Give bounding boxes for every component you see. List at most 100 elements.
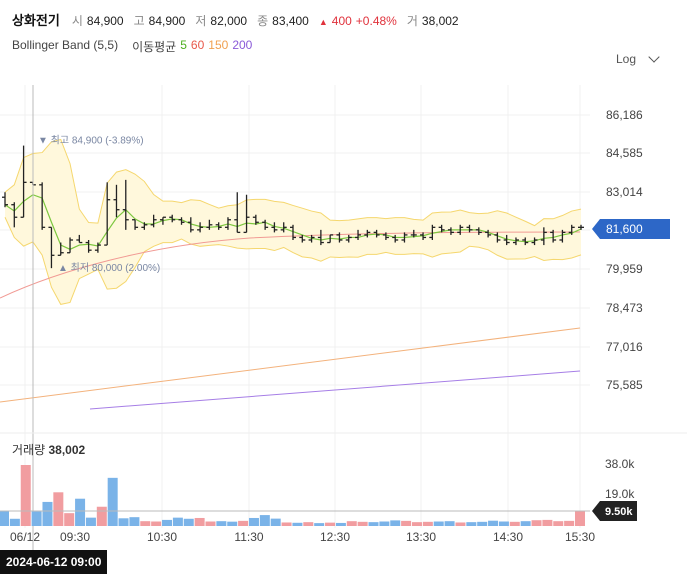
volume-bar xyxy=(422,521,433,526)
volume-bar xyxy=(564,520,575,526)
volume-bar xyxy=(172,517,183,526)
price-axis-tick: 83,014 xyxy=(606,185,643,199)
candle xyxy=(559,229,566,243)
candle xyxy=(485,229,492,238)
volume-current-badge xyxy=(592,501,637,521)
candle xyxy=(2,192,8,208)
volume-bar xyxy=(314,523,325,526)
candle xyxy=(150,214,157,228)
candle xyxy=(113,184,120,218)
open-value: 84,900 xyxy=(86,14,124,28)
volume-bar xyxy=(553,521,564,526)
volume-bar xyxy=(238,520,249,526)
candle xyxy=(299,234,306,243)
volume-bar xyxy=(509,521,520,526)
volume-title-label: 거래량 xyxy=(12,443,46,457)
volume-bar xyxy=(498,521,509,526)
current-price-badge xyxy=(592,219,670,239)
candle xyxy=(494,232,501,243)
candle xyxy=(206,219,213,230)
candle xyxy=(76,234,83,244)
ma-label[interactable]: 이동평균 xyxy=(132,40,177,54)
volume-bar xyxy=(107,477,118,526)
change-pct: +0.48% xyxy=(355,14,397,28)
volume-bar xyxy=(0,510,9,526)
volume-bar xyxy=(183,518,194,526)
volume-bar xyxy=(335,522,346,526)
volume-bar xyxy=(444,521,455,526)
volume-bar xyxy=(455,522,466,526)
volume-bar xyxy=(575,510,585,526)
candle xyxy=(132,219,139,230)
ma5-label: 5 xyxy=(180,38,187,52)
candle xyxy=(85,239,92,253)
candle xyxy=(550,229,557,243)
change-arrow-icon: ▲ xyxy=(318,17,328,27)
candle xyxy=(578,224,584,230)
candle xyxy=(345,234,352,243)
candle xyxy=(67,237,74,254)
candle xyxy=(466,224,473,233)
candle xyxy=(373,229,380,238)
candle xyxy=(512,237,519,246)
indicator-legend: Bollinger Band (5,5) 이동평균 5 60 150 200 xyxy=(12,38,252,55)
price-axis-tick: 77,016 xyxy=(606,340,643,354)
candle xyxy=(364,229,371,238)
candle xyxy=(243,194,250,234)
candle xyxy=(215,222,222,230)
scale-dropdown[interactable]: Log xyxy=(616,51,660,66)
volume-bar xyxy=(292,522,303,526)
candle xyxy=(11,202,18,228)
candle xyxy=(540,227,547,246)
candle xyxy=(20,145,27,218)
candle xyxy=(355,229,362,240)
candle xyxy=(94,242,101,253)
candle xyxy=(197,222,204,233)
candle xyxy=(317,229,324,246)
candle xyxy=(159,216,166,225)
volume-value: 38,002 xyxy=(421,14,459,28)
high-label: 고 xyxy=(133,14,145,28)
candle xyxy=(280,222,287,233)
volume-bar xyxy=(118,518,129,526)
volume-bar xyxy=(466,522,477,526)
volume-bar xyxy=(53,492,64,526)
volume-bar xyxy=(259,515,270,526)
volume-bar xyxy=(346,521,357,526)
candle xyxy=(187,217,194,233)
quote-header: 상화전기 시 84,900 고 84,900 저 82,000 종 83,400… xyxy=(12,10,465,29)
volume-bar xyxy=(85,517,96,526)
x-axis-tick: 14:30 xyxy=(493,530,523,544)
candle xyxy=(531,237,538,246)
volume-bar xyxy=(531,520,542,526)
volume-title: 거래량 38,002 xyxy=(12,441,85,458)
candle xyxy=(327,234,334,244)
ma150-line xyxy=(0,327,581,403)
volume-bar xyxy=(75,498,86,526)
scale-label: Log xyxy=(616,52,637,66)
candle xyxy=(420,232,427,240)
volume-bar xyxy=(488,520,499,526)
candle xyxy=(382,232,389,240)
volume-bar xyxy=(194,517,205,526)
x-axis-tick: 12:30 xyxy=(320,530,350,544)
candle xyxy=(262,219,269,230)
candle xyxy=(522,237,529,246)
ma200-line xyxy=(89,370,581,410)
bollinger-label[interactable]: Bollinger Band (5,5) xyxy=(12,38,119,52)
current-price-label: 81,600 xyxy=(606,222,643,236)
volume-bar xyxy=(303,522,314,526)
volume-bar xyxy=(96,506,107,526)
candle xyxy=(104,182,111,246)
x-axis-tick: 11:30 xyxy=(234,530,263,544)
volume-bar xyxy=(162,519,173,526)
low-value: 82,000 xyxy=(210,14,248,28)
volume-bar xyxy=(368,522,379,526)
candle xyxy=(401,232,408,243)
candle xyxy=(252,214,259,225)
volume-bar xyxy=(390,520,401,526)
candle xyxy=(39,182,46,230)
high-annotation: ▼ 최고 84,900 (-3.89%) xyxy=(38,135,144,147)
candle xyxy=(57,242,64,256)
